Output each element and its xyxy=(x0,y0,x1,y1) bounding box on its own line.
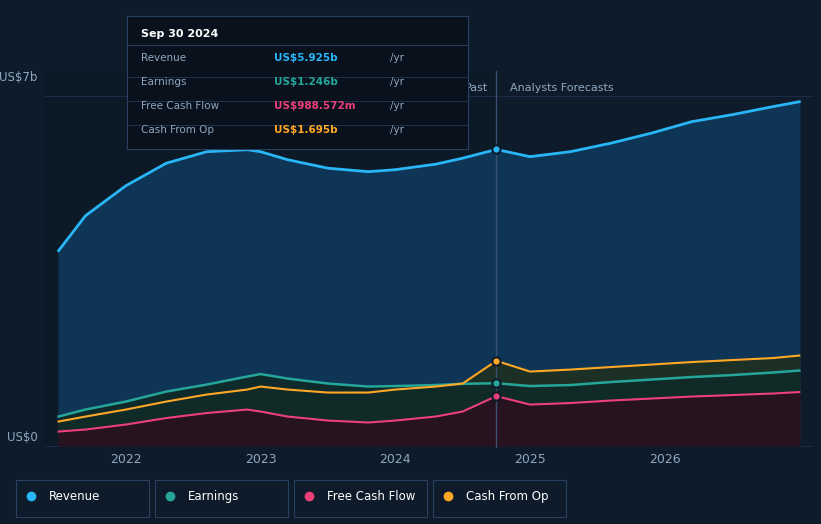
Text: US$5.925b: US$5.925b xyxy=(273,53,337,63)
Text: Earnings: Earnings xyxy=(188,490,239,503)
FancyBboxPatch shape xyxy=(155,480,288,517)
Text: Cash From Op: Cash From Op xyxy=(466,490,548,503)
Text: US$1.246b: US$1.246b xyxy=(273,77,337,87)
Text: /yr: /yr xyxy=(390,101,404,111)
Text: /yr: /yr xyxy=(390,53,404,63)
Text: Past: Past xyxy=(465,83,488,93)
FancyBboxPatch shape xyxy=(16,480,149,517)
FancyBboxPatch shape xyxy=(294,480,427,517)
Text: Earnings: Earnings xyxy=(141,77,186,87)
Text: Sep 30 2024: Sep 30 2024 xyxy=(141,29,218,39)
Text: US$988.572m: US$988.572m xyxy=(273,101,355,111)
Text: Revenue: Revenue xyxy=(141,53,186,63)
Text: /yr: /yr xyxy=(390,77,404,87)
Text: Free Cash Flow: Free Cash Flow xyxy=(141,101,219,111)
Text: US$0: US$0 xyxy=(7,431,38,444)
Bar xyxy=(45,71,497,448)
Text: Analysts Forecasts: Analysts Forecasts xyxy=(510,83,613,93)
Text: /yr: /yr xyxy=(390,125,404,135)
Text: Free Cash Flow: Free Cash Flow xyxy=(327,490,415,503)
Text: US$7b: US$7b xyxy=(0,71,38,84)
FancyBboxPatch shape xyxy=(433,480,566,517)
Text: US$1.695b: US$1.695b xyxy=(273,125,337,135)
Text: Revenue: Revenue xyxy=(49,490,100,503)
Text: Cash From Op: Cash From Op xyxy=(141,125,214,135)
